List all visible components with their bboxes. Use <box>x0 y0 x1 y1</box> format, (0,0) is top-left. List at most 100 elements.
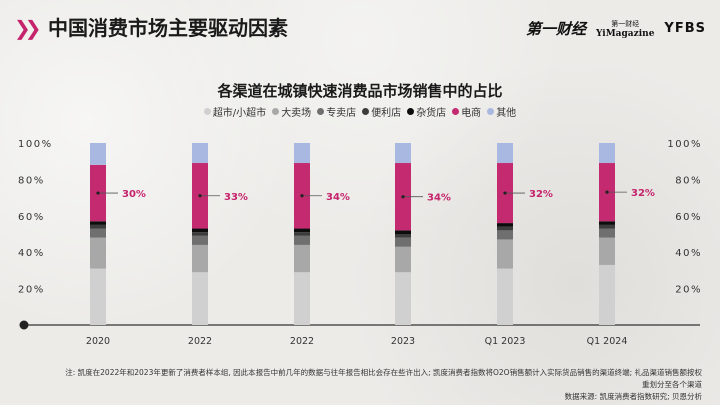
bar-segment <box>192 228 208 233</box>
logo-yimagazine-cn: 第一财经 <box>611 19 640 28</box>
bar-segment <box>497 268 513 325</box>
legend-swatch <box>272 108 280 115</box>
legend-item: 其他 <box>487 104 516 119</box>
y-tick-label-right: 40% <box>675 248 702 259</box>
logo-group: 第一财经 第一财经 YiMagazine YFBS <box>526 18 706 39</box>
bar-segment <box>192 272 208 325</box>
bar-segment <box>599 143 615 164</box>
x-tick-label: 2022 <box>290 336 314 347</box>
bar-segment <box>90 268 106 325</box>
ecommerce-share-label: 33% <box>224 192 248 203</box>
legend-swatch <box>362 108 370 115</box>
y-tick-label-left: 40% <box>18 248 45 259</box>
y-tick-label-right: 60% <box>675 212 702 223</box>
x-tick-label: 2023 <box>391 336 415 347</box>
bar-segment <box>90 237 106 269</box>
legend-item: 电商 <box>452 104 481 119</box>
legend-item: 超市/小超市 <box>203 104 267 119</box>
bar-segment <box>599 228 615 238</box>
x-tick-label: Q1 2023 <box>485 336 526 347</box>
bar-segment <box>294 272 310 325</box>
annotation-dot <box>401 195 405 199</box>
logo-yimagazine-en: YiMagazine <box>596 28 655 39</box>
annotation-dot <box>300 194 304 198</box>
bar-segment <box>497 143 513 164</box>
bar-segment <box>395 272 411 325</box>
legend-label: 杂货店 <box>416 108 447 119</box>
bar-segment <box>395 246 411 273</box>
logo-cbn: 第一财经 <box>526 20 587 38</box>
annotation-dot <box>605 190 609 194</box>
bar-segment <box>192 235 208 245</box>
ecommerce-share-label: 34% <box>427 193 451 204</box>
page-header: ❯❯ 中国消费市场主要驱动因素 第一财经 第一财经 YiMagazine YFB… <box>0 0 720 58</box>
legend-swatch <box>487 108 495 115</box>
legend-label: 大卖场 <box>281 108 312 119</box>
legend-item: 杂货店 <box>407 104 446 119</box>
annotation-dot <box>503 191 507 195</box>
bar-segment <box>497 226 513 231</box>
x-tick-label: 2022 <box>188 336 212 347</box>
x-tick-label: 2020 <box>86 336 110 347</box>
y-tick-label-right: 100% <box>667 139 702 150</box>
bar-segment <box>599 237 615 265</box>
bar-segment <box>599 264 615 325</box>
bar-segment <box>90 224 106 229</box>
page-title: 中国消费市场主要驱动因素 <box>48 16 288 40</box>
y-tick-label-left: 80% <box>18 175 45 186</box>
legend-label: 超市/小超市 <box>212 108 267 119</box>
bar-segment <box>497 223 513 227</box>
legend-item: 专卖店 <box>317 104 356 119</box>
y-tick-label-right: 20% <box>675 285 702 296</box>
legend-swatch <box>203 108 211 115</box>
bar-segment <box>395 237 411 247</box>
legend-item: 便利店 <box>362 104 401 119</box>
bar-segment <box>294 143 310 164</box>
bar-segment <box>90 221 106 225</box>
legend-item: 大卖场 <box>272 104 311 119</box>
legend-label: 其他 <box>496 108 517 119</box>
y-tick-label-right: 80% <box>675 175 702 186</box>
legend-swatch <box>407 108 415 115</box>
bar-segment <box>599 224 615 229</box>
bar-segment <box>395 234 411 238</box>
axis-origin-marker <box>19 320 29 330</box>
logo-yfbs: YFBS <box>664 21 706 36</box>
bar-segment <box>192 232 208 236</box>
ecommerce-share-label: 32% <box>529 189 553 200</box>
x-tick-label: Q1 2024 <box>587 336 628 347</box>
logo-yimagazine: 第一财经 YiMagazine <box>596 19 654 39</box>
bar-segment <box>395 230 411 234</box>
footnote-source: 数据来源: 凯度消费者指数研究; 贝恩分析 <box>564 392 702 401</box>
bar-segment <box>192 244 208 273</box>
legend-label: 电商 <box>461 108 482 119</box>
bar-segment <box>497 239 513 269</box>
bar-segment <box>90 143 106 165</box>
bar-segment <box>294 232 310 236</box>
ecommerce-share-label: 30% <box>122 189 146 200</box>
annotation-dot <box>96 191 100 195</box>
ecommerce-share-label: 32% <box>631 188 655 199</box>
footnote: 注: 凯度在2022年和2023年更新了消费者样本组, 因此本报告中前几年的数据… <box>62 367 702 403</box>
legend-label: 便利店 <box>371 108 402 119</box>
y-tick-label-left: 100% <box>18 139 53 150</box>
bar-segment <box>599 221 615 225</box>
bar-segment <box>90 228 106 238</box>
annotation-dot <box>198 194 202 198</box>
footnote-note: 注: 凯度在2022年和2023年更新了消费者样本组, 因此本报告中前几年的数据… <box>65 368 702 389</box>
chevron-right-icon: ❯❯ <box>14 16 41 40</box>
bar-segment <box>192 143 208 164</box>
stacked-bar-chart: 100% 100% 80% 80% 60% 60% 40% 40% 20% 20% 30% 2020 3… <box>18 139 702 347</box>
bar-segment <box>497 230 513 240</box>
bar-segment <box>395 143 411 164</box>
ecommerce-share-label: 34% <box>326 192 350 203</box>
y-tick-label-left: 60% <box>18 212 45 223</box>
bar-segment <box>294 228 310 233</box>
legend-swatch <box>452 108 460 115</box>
chart-title: 各渠道在城镇快速消费品市场销售中的占比 <box>217 82 503 100</box>
bar-segment <box>294 244 310 273</box>
legend-swatch <box>317 108 325 115</box>
y-tick-label-left: 20% <box>18 285 45 296</box>
bar-segment <box>294 235 310 245</box>
chart-legend: 超市/小超市 大卖场 专卖店 便利店 杂货店 电商 其他 <box>0 104 720 119</box>
